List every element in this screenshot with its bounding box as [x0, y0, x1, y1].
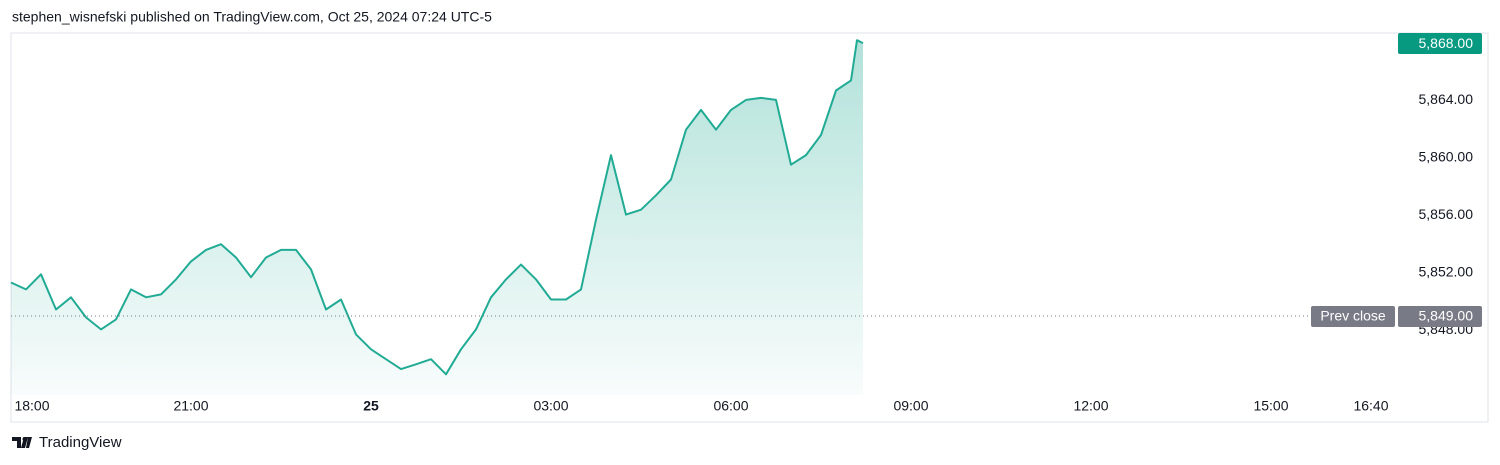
- brand-name: TradingView: [39, 434, 122, 451]
- chart-frame: [10, 32, 1489, 423]
- prev-close-name: Prev close: [1320, 308, 1386, 324]
- x-tick-label: 21:00: [173, 398, 208, 414]
- x-tick-label: 18:00: [14, 398, 49, 414]
- y-tick-label: 5,852.00: [1419, 264, 1474, 280]
- y-tick-label: 5,856.00: [1419, 206, 1474, 222]
- price-line: [10, 39, 864, 376]
- last-price-badge: [1398, 33, 1482, 55]
- x-tick-label: 25: [363, 398, 379, 414]
- x-tick-label: 16:40: [1353, 398, 1388, 414]
- prev-close-badge: [1398, 305, 1482, 327]
- x-tick-label: 09:00: [893, 398, 928, 414]
- last-price-label: 5,868.00: [1419, 35, 1474, 51]
- x-tick-label: 06:00: [713, 398, 748, 414]
- x-tick-label: 12:00: [1073, 398, 1108, 414]
- y-tick-label: 5,864.00: [1419, 91, 1474, 107]
- y-tick-label: 5,860.00: [1419, 149, 1474, 165]
- attribution: stephen_wisnefski published on TradingVi…: [12, 9, 492, 25]
- prev-close-value: 5,849.00: [1419, 308, 1474, 324]
- x-tick-label: 03:00: [533, 398, 568, 414]
- brand-logo: [12, 437, 32, 448]
- x-tick-label: 15:00: [1253, 398, 1288, 414]
- prev-close-tag: [1311, 305, 1395, 327]
- area-fill: [11, 40, 863, 395]
